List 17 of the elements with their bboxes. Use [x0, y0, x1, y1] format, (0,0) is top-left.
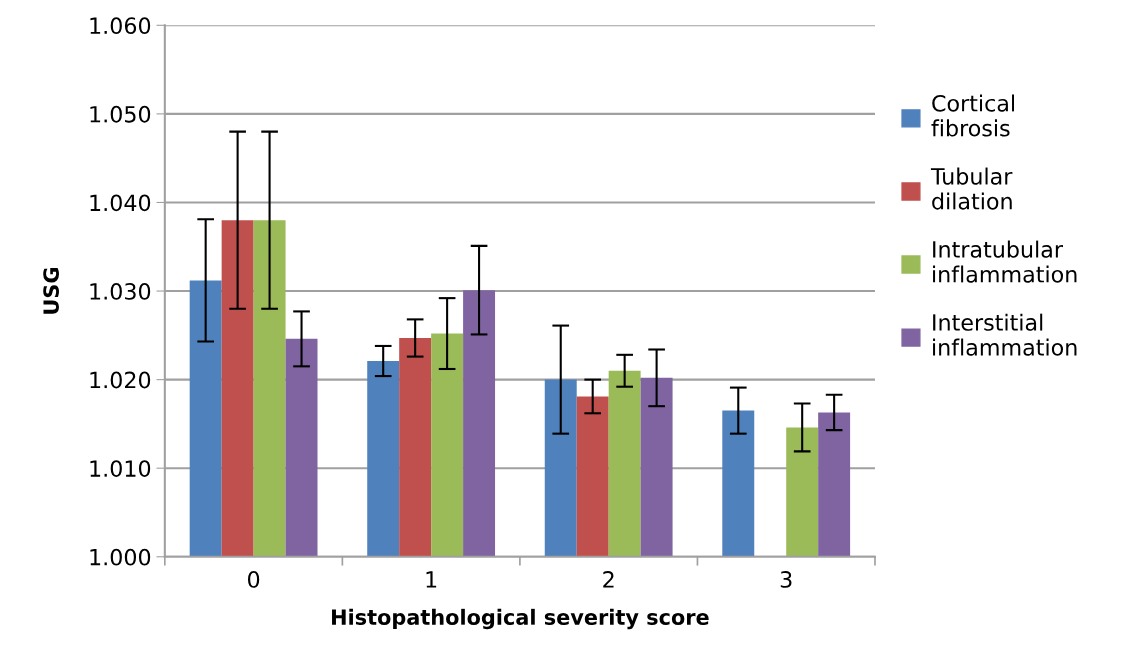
y-axis-title: USG: [43, 268, 59, 314]
y-tick-label: 1.030: [90, 282, 151, 300]
y-tick-label: 1.010: [90, 460, 151, 477]
legend-label: Intratubular inflammation: [933, 240, 1077, 283]
legend-label: Tubular dilation: [930, 167, 1013, 210]
x-axis-title: Histopathological severity score: [332, 608, 709, 630]
x-tick-label: 0: [248, 571, 260, 588]
y-tick-label: 1.050: [90, 105, 151, 123]
y-tick-label: 1.060: [90, 17, 151, 35]
legend-label: Cortical fibrosis: [931, 94, 1015, 137]
y-tick-label: 1.000: [90, 548, 151, 566]
x-tick-label: 2: [603, 571, 614, 588]
y-tick-label: 1.020: [90, 371, 151, 389]
legend-label: Interstitial inflammation: [933, 313, 1077, 356]
x-tick-label: 1: [426, 571, 437, 588]
x-tick-label: 3: [780, 571, 792, 588]
y-tick-label: 1.040: [90, 194, 151, 212]
